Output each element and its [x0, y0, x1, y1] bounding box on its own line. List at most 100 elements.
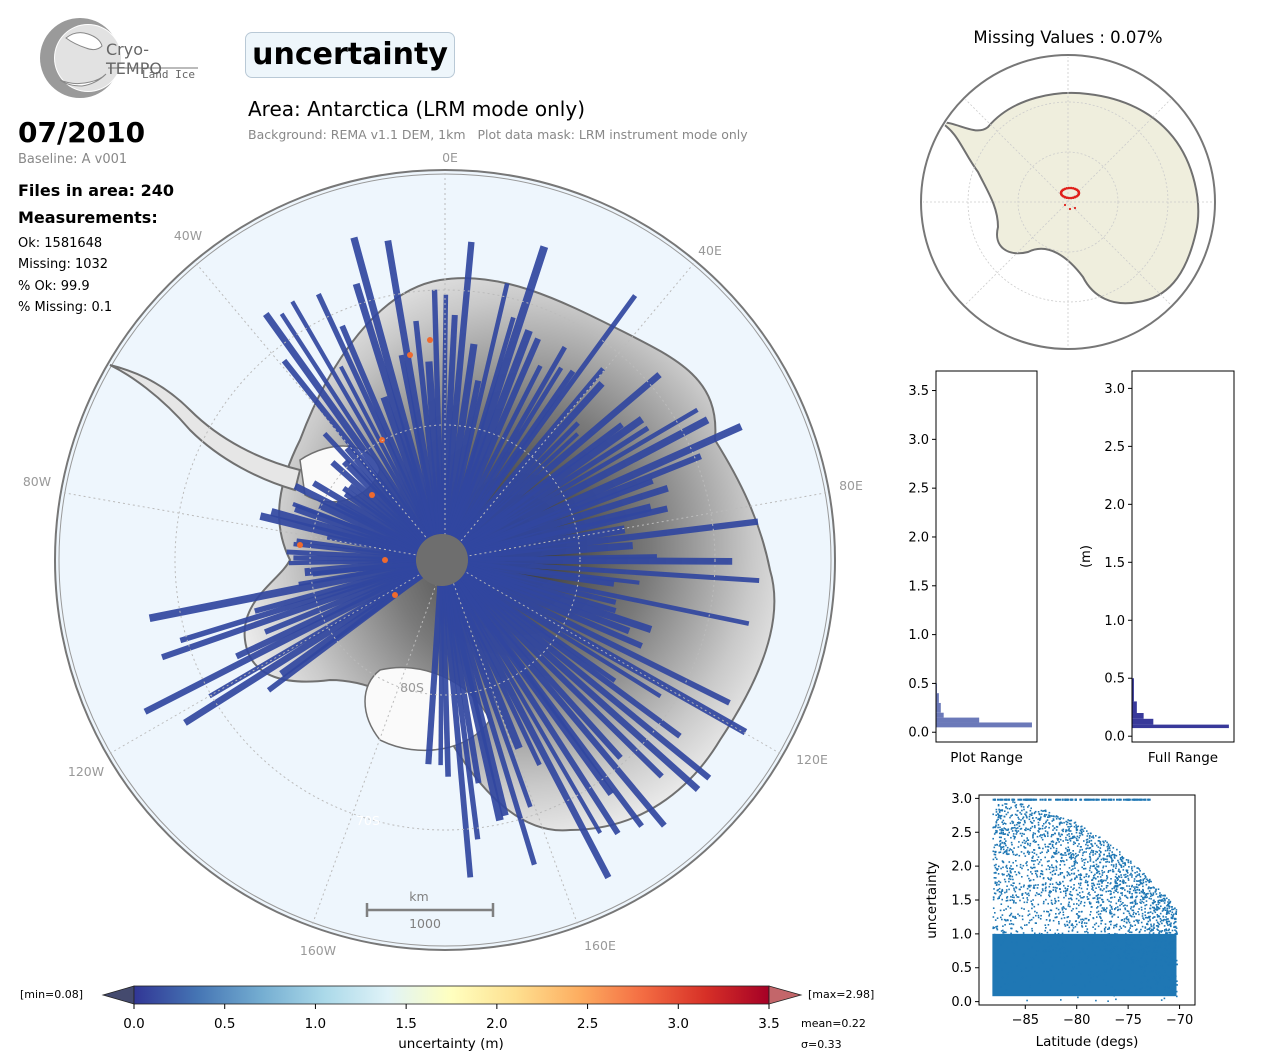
scatter-point: [1044, 924, 1047, 926]
satellite-track: [448, 582, 523, 750]
scatter-point: [1092, 974, 1095, 977]
scatter-point: [1015, 887, 1018, 889]
scatter-point: [1061, 946, 1064, 949]
scatter-point: [1104, 840, 1107, 842]
scatter-point: [1018, 825, 1021, 827]
scatter-point: [1001, 841, 1003, 844]
scatter-point: [1075, 829, 1078, 831]
scatter-point: [1013, 889, 1016, 891]
scatter-point: [1074, 852, 1077, 855]
scatter-point: [1135, 919, 1137, 921]
colorbar-gradient: [133, 985, 770, 1005]
scatter-point: [1073, 884, 1075, 886]
scatter-point: [1138, 880, 1140, 882]
satellite-track: [464, 567, 643, 649]
scatter-point: [1172, 959, 1175, 962]
scatter-point: [1163, 925, 1166, 927]
scatter-point: [1029, 809, 1032, 812]
scatter-point: [1092, 936, 1094, 939]
scatter-point: [1091, 882, 1093, 885]
scatter-point: [1070, 856, 1072, 858]
scatter-point: [1125, 876, 1127, 878]
scatter-point: [1074, 940, 1077, 943]
scatter-point: [1148, 916, 1150, 919]
scatter-point: [1037, 939, 1039, 942]
scatter-point: [1062, 956, 1065, 959]
scatter-point: [1004, 891, 1006, 894]
scatter-point: [1112, 870, 1114, 873]
scatter-point: [1130, 872, 1132, 875]
scatter-point: [1145, 880, 1147, 883]
scatter-point: [1013, 847, 1015, 849]
scatter-point: [1126, 890, 1129, 893]
scatter-point: [1109, 869, 1112, 872]
scatter-point: [1095, 895, 1098, 897]
scatter-point: [1060, 903, 1062, 905]
scatter-point: [1095, 999, 1097, 1002]
scatter-point: [995, 961, 997, 963]
scatter-point: [1068, 926, 1071, 929]
scatter-point: [1137, 867, 1139, 869]
scatter-point: [1088, 847, 1090, 850]
y-tick-label: 3.0: [1104, 382, 1125, 397]
scatter-point: [1139, 798, 1142, 801]
scatter-point: [1089, 798, 1092, 801]
scatter-point: [1118, 868, 1120, 871]
scatter-point: [994, 866, 997, 869]
scatter-point: [997, 798, 999, 801]
scatter-point: [1044, 883, 1047, 886]
scatter-point: [1061, 833, 1063, 836]
scatter-point: [1077, 825, 1080, 828]
scatter-point: [1005, 813, 1008, 816]
scatter-point: [1023, 908, 1025, 910]
scatter-point: [1045, 886, 1047, 889]
scatter-point: [1111, 912, 1113, 915]
scatter-point: [1157, 901, 1159, 904]
scatter-point: [1119, 908, 1121, 911]
scatter-point: [1038, 813, 1040, 815]
scatter-point: [1005, 864, 1008, 867]
scatter-point: [996, 928, 999, 931]
scatter-point: [1010, 966, 1012, 968]
scatter-point: [1168, 987, 1170, 990]
satellite-track: [148, 561, 418, 623]
scatter-point: [1126, 870, 1128, 873]
scatter-point: [1016, 814, 1018, 816]
scatter-point: [1141, 900, 1143, 903]
scatter-point: [1059, 938, 1061, 941]
scatter-point: [1118, 928, 1121, 931]
scatter-point: [1096, 865, 1098, 868]
scatter-point: [1071, 934, 1073, 937]
scatter-point: [1151, 929, 1154, 931]
scatter-point: [1047, 865, 1049, 867]
scatter-point: [1033, 852, 1036, 854]
scatter-point: [1009, 878, 1012, 881]
scatter-point: [1113, 857, 1116, 859]
satellite-track: [448, 583, 533, 808]
scatter-point: [1000, 867, 1002, 870]
scatter-point: [1005, 803, 1008, 805]
scatter-point: [1011, 941, 1013, 943]
scatter-point: [1002, 833, 1004, 835]
scatter-point: [1162, 939, 1164, 941]
scatter-point: [1020, 827, 1023, 830]
scatter-point: [1051, 873, 1054, 876]
scatter-point: [1073, 822, 1076, 824]
scatter-point: [1165, 932, 1167, 935]
scatter-point: [995, 811, 998, 813]
scatter-point: [1167, 993, 1169, 995]
scatter-point: [1147, 917, 1149, 919]
scatter-point: [1117, 948, 1120, 950]
scatter-point: [1109, 904, 1111, 907]
scatter-point: [999, 798, 1002, 801]
scatter-point: [1105, 982, 1107, 985]
scatter-point: [1159, 899, 1162, 902]
scatter-point: [1030, 807, 1032, 810]
scatter-point: [1162, 897, 1165, 900]
scatter-point: [1050, 877, 1052, 879]
scatter-point: [1092, 850, 1095, 852]
scatter-point: [1103, 928, 1106, 930]
scatter-point: [1088, 891, 1090, 894]
scatter-point: [1060, 860, 1062, 862]
scatter-point: [1096, 798, 1099, 801]
